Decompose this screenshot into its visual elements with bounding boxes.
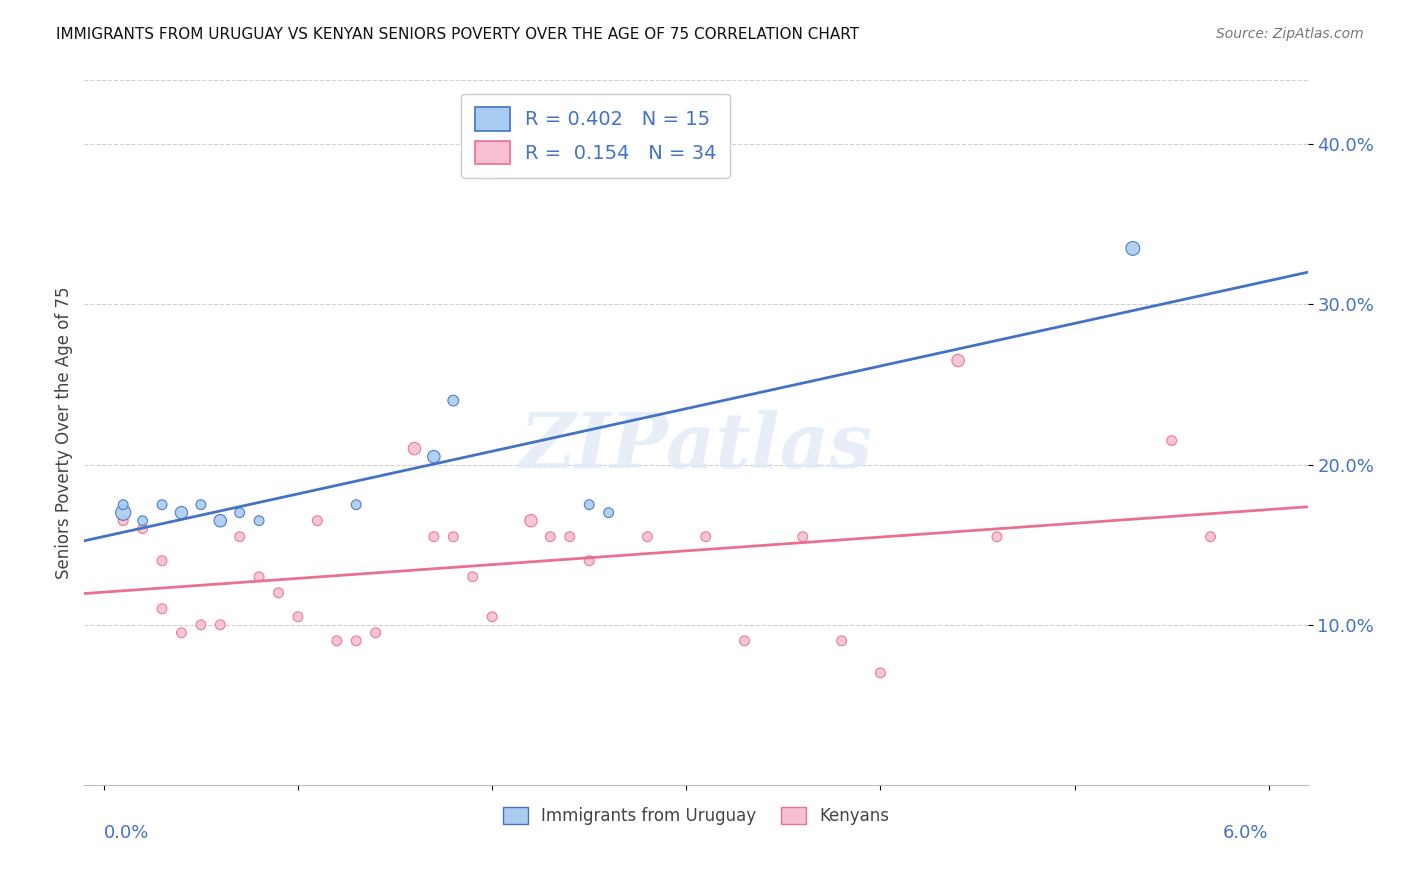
Point bbox=[520, 514, 543, 528]
Legend: Immigrants from Uruguay, Kenyans: Immigrants from Uruguay, Kenyans bbox=[495, 798, 897, 833]
Point bbox=[112, 506, 135, 520]
Point bbox=[209, 617, 232, 632]
Point bbox=[461, 570, 484, 584]
Point bbox=[598, 506, 620, 520]
Text: IMMIGRANTS FROM URUGUAY VS KENYAN SENIORS POVERTY OVER THE AGE OF 75 CORRELATION: IMMIGRANTS FROM URUGUAY VS KENYAN SENIOR… bbox=[56, 27, 859, 42]
Text: ZIPatlas: ZIPatlas bbox=[519, 409, 873, 483]
Point bbox=[734, 633, 756, 648]
Point bbox=[209, 514, 232, 528]
Point bbox=[441, 530, 464, 544]
Point bbox=[112, 498, 135, 512]
Point bbox=[267, 586, 290, 600]
Point bbox=[247, 514, 270, 528]
Point bbox=[344, 633, 367, 648]
Point bbox=[986, 530, 1008, 544]
Point bbox=[831, 633, 853, 648]
Point bbox=[131, 522, 153, 536]
Point bbox=[558, 530, 581, 544]
Point bbox=[423, 450, 446, 464]
Point bbox=[1199, 530, 1222, 544]
Point bbox=[344, 498, 367, 512]
Point bbox=[326, 633, 349, 648]
Text: Source: ZipAtlas.com: Source: ZipAtlas.com bbox=[1216, 27, 1364, 41]
Point bbox=[112, 514, 135, 528]
Point bbox=[364, 625, 387, 640]
Point bbox=[131, 514, 153, 528]
Point bbox=[287, 609, 309, 624]
Text: 0.0%: 0.0% bbox=[104, 824, 149, 842]
Point bbox=[946, 353, 969, 368]
Point bbox=[170, 625, 193, 640]
Point bbox=[481, 609, 503, 624]
Point bbox=[538, 530, 561, 544]
Point bbox=[578, 498, 600, 512]
Point bbox=[150, 498, 173, 512]
Point bbox=[228, 506, 250, 520]
Point bbox=[792, 530, 814, 544]
Point bbox=[170, 506, 193, 520]
Point bbox=[228, 530, 250, 544]
Text: 6.0%: 6.0% bbox=[1223, 824, 1268, 842]
Point bbox=[636, 530, 658, 544]
Point bbox=[1122, 242, 1144, 256]
Point bbox=[441, 393, 464, 408]
Point bbox=[695, 530, 717, 544]
Point bbox=[307, 514, 329, 528]
Y-axis label: Seniors Poverty Over the Age of 75: Seniors Poverty Over the Age of 75 bbox=[55, 286, 73, 579]
Point bbox=[869, 665, 891, 680]
Point bbox=[423, 530, 446, 544]
Point bbox=[150, 554, 173, 568]
Point bbox=[190, 617, 212, 632]
Point bbox=[1160, 434, 1182, 448]
Point bbox=[190, 498, 212, 512]
Point bbox=[404, 442, 426, 456]
Point bbox=[578, 554, 600, 568]
Point bbox=[150, 601, 173, 615]
Point bbox=[247, 570, 270, 584]
